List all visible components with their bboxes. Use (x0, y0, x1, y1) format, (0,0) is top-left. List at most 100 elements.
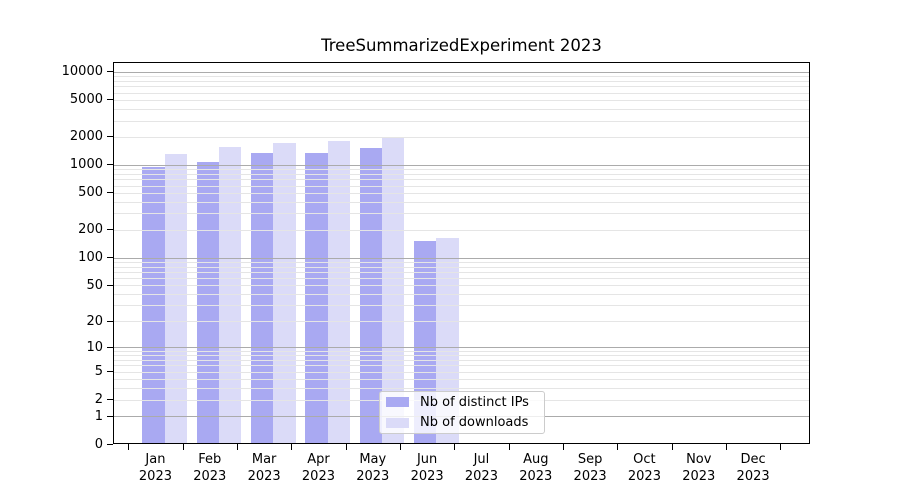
bar-distinct-ips (359, 148, 382, 444)
x-tick-label: Apr 2023 (287, 452, 349, 485)
gridline-minor (114, 388, 809, 389)
x-tick-label-line: Mar (251, 452, 277, 467)
y-tick-label: 20 (86, 313, 103, 329)
legend-item-ips: Nb of distinct IPs (386, 392, 544, 413)
x-tick-label-line: 2023 (356, 468, 390, 484)
x-tick (617, 444, 619, 450)
gridline-minor (114, 360, 809, 361)
legend-swatch-ips (386, 397, 409, 408)
gridline-minor (114, 277, 809, 279)
gridline-minor (114, 108, 809, 110)
y-tick-label: 10000 (61, 64, 103, 80)
x-tick-label: Mar 2023 (233, 452, 295, 485)
x-tick-label-line: 2023 (736, 468, 770, 484)
y-tick (107, 99, 113, 101)
chart-title: TreeSummarizedExperiment 2023 (321, 36, 602, 55)
gridline-minor (114, 266, 809, 268)
y-tick-label: 5 (94, 364, 103, 380)
x-tick-label-line: Jun (416, 452, 438, 467)
bar-downloads (273, 143, 296, 444)
gridline-minor (114, 321, 809, 323)
gridline-minor (114, 371, 809, 373)
gridline-minor (114, 99, 809, 101)
gridline-minor (114, 294, 809, 295)
x-tick-label-line: 2023 (627, 468, 661, 484)
x-tick-label: Dec 2023 (722, 452, 784, 485)
x-tick-label-line: 2023 (410, 468, 444, 484)
legend-swatch-downloads (386, 417, 409, 428)
x-tick-label-line: 2023 (193, 468, 227, 484)
y-tick-label: 2000 (69, 129, 103, 145)
y-tick (107, 136, 113, 138)
x-tick (345, 444, 347, 450)
gridline-minor (114, 213, 809, 215)
gridline-major (114, 164, 809, 166)
y-tick (107, 346, 113, 348)
x-tick-label-line: Dec (740, 452, 766, 467)
x-tick (671, 444, 673, 450)
y-tick (107, 399, 113, 401)
y-tick (107, 164, 113, 166)
gridline-minor (114, 355, 809, 357)
bar-distinct-ips (305, 152, 328, 444)
x-tick-label-line: Oct (633, 452, 656, 467)
y-tick-label: 2 (94, 392, 103, 408)
x-tick (508, 444, 510, 450)
y-tick-label: 0 (94, 436, 103, 452)
y-tick-label: 5000 (69, 92, 103, 108)
y-tick (107, 71, 113, 73)
x-tick-label-line: Jan (145, 452, 166, 467)
legend-label-ips: Nb of distinct IPs (420, 394, 529, 410)
gridline-minor (114, 169, 809, 171)
x-tick-label-line: Aug (523, 452, 549, 467)
bar-downloads (164, 154, 187, 444)
bar-distinct-ips (196, 161, 219, 444)
legend: Nb of distinct IPs Nb of downloads (379, 391, 545, 434)
gridline-minor (114, 305, 809, 307)
bar-downloads (218, 146, 242, 444)
x-tick-label-line: Apr (307, 452, 330, 467)
x-tick-label-line: 2023 (682, 468, 716, 484)
x-tick (725, 444, 727, 450)
gridline-minor (114, 201, 809, 203)
x-tick (291, 444, 293, 450)
x-tick-label-line: Sep (577, 452, 603, 467)
gridline-minor (114, 81, 809, 82)
x-tick (236, 444, 238, 450)
x-tick-label-line: Jul (473, 452, 490, 467)
x-tick (182, 444, 184, 450)
x-tick-label: Feb 2023 (179, 452, 241, 485)
gridline-minor (114, 261, 809, 263)
gridline-minor (114, 229, 809, 231)
x-tick (454, 444, 456, 450)
y-tick (107, 371, 113, 373)
gridline-minor (114, 271, 809, 273)
gridline-minor (114, 86, 809, 88)
x-tick-label-line: 2023 (247, 468, 281, 484)
gridline-major (114, 71, 809, 73)
y-tick-label: 100 (78, 250, 103, 266)
y-tick-label: 1000 (69, 157, 103, 173)
x-tick-label-line: 2023 (301, 468, 335, 484)
gridline-minor (114, 76, 809, 78)
x-tick-label-line: Feb (198, 452, 222, 467)
y-tick (107, 257, 113, 259)
gridline-minor (114, 351, 809, 352)
gridline-minor (114, 378, 809, 380)
gridline-minor (114, 179, 809, 181)
x-tick-label: Nov 2023 (668, 452, 730, 485)
y-tick (107, 192, 113, 194)
y-tick (107, 284, 113, 286)
gridline-minor (114, 192, 809, 194)
gridline-minor (114, 185, 809, 187)
y-tick (107, 320, 113, 322)
bar-downloads (327, 140, 350, 444)
x-tick (128, 444, 130, 450)
x-tick (780, 444, 782, 450)
x-tick-label-line: 2023 (138, 468, 172, 484)
y-tick-label: 1 (94, 408, 103, 424)
bar-distinct-ips (250, 152, 274, 444)
gridline-minor (114, 92, 809, 94)
x-tick-label: Jun 2023 (396, 452, 458, 485)
